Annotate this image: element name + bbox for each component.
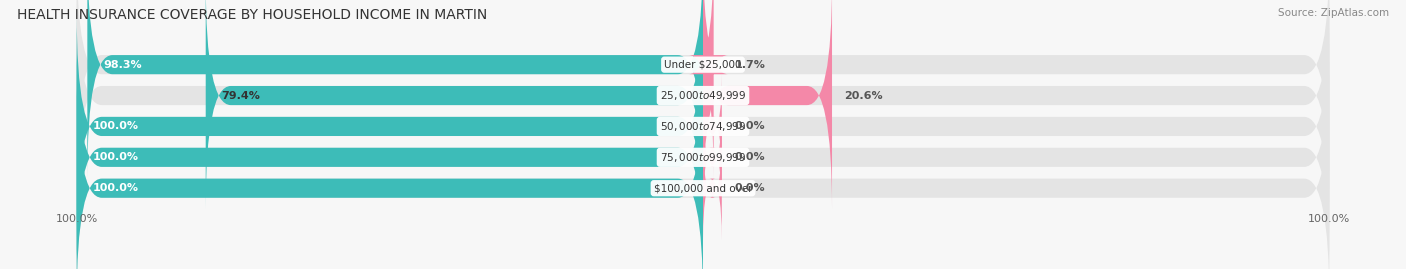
Text: 100.0%: 100.0% [93,152,138,162]
Text: $50,000 to $74,999: $50,000 to $74,999 [659,120,747,133]
Text: 79.4%: 79.4% [221,91,260,101]
Text: 0.0%: 0.0% [734,183,765,193]
FancyBboxPatch shape [77,0,1329,210]
Text: 100.0%: 100.0% [56,214,98,224]
FancyBboxPatch shape [703,105,721,210]
Text: HEALTH INSURANCE COVERAGE BY HOUSEHOLD INCOME IN MARTIN: HEALTH INSURANCE COVERAGE BY HOUSEHOLD I… [17,8,486,22]
FancyBboxPatch shape [703,0,832,210]
FancyBboxPatch shape [77,74,703,269]
FancyBboxPatch shape [77,74,1329,269]
FancyBboxPatch shape [703,136,721,240]
Text: 1.7%: 1.7% [734,60,765,70]
FancyBboxPatch shape [703,74,721,179]
Text: 0.0%: 0.0% [734,152,765,162]
Text: 0.0%: 0.0% [734,121,765,132]
Text: $100,000 and over: $100,000 and over [654,183,752,193]
Text: 20.6%: 20.6% [845,91,883,101]
FancyBboxPatch shape [77,0,1329,179]
FancyBboxPatch shape [87,0,703,179]
Text: $75,000 to $99,999: $75,000 to $99,999 [659,151,747,164]
Text: 100.0%: 100.0% [93,121,138,132]
FancyBboxPatch shape [77,12,703,240]
FancyBboxPatch shape [205,0,703,210]
Text: 100.0%: 100.0% [1308,214,1350,224]
FancyBboxPatch shape [77,43,703,269]
Text: 98.3%: 98.3% [103,60,142,70]
Text: $25,000 to $49,999: $25,000 to $49,999 [659,89,747,102]
Text: Under $25,000: Under $25,000 [664,60,742,70]
FancyBboxPatch shape [689,0,728,179]
FancyBboxPatch shape [77,43,1329,269]
Text: 100.0%: 100.0% [93,183,138,193]
FancyBboxPatch shape [77,12,1329,240]
Text: Source: ZipAtlas.com: Source: ZipAtlas.com [1278,8,1389,18]
